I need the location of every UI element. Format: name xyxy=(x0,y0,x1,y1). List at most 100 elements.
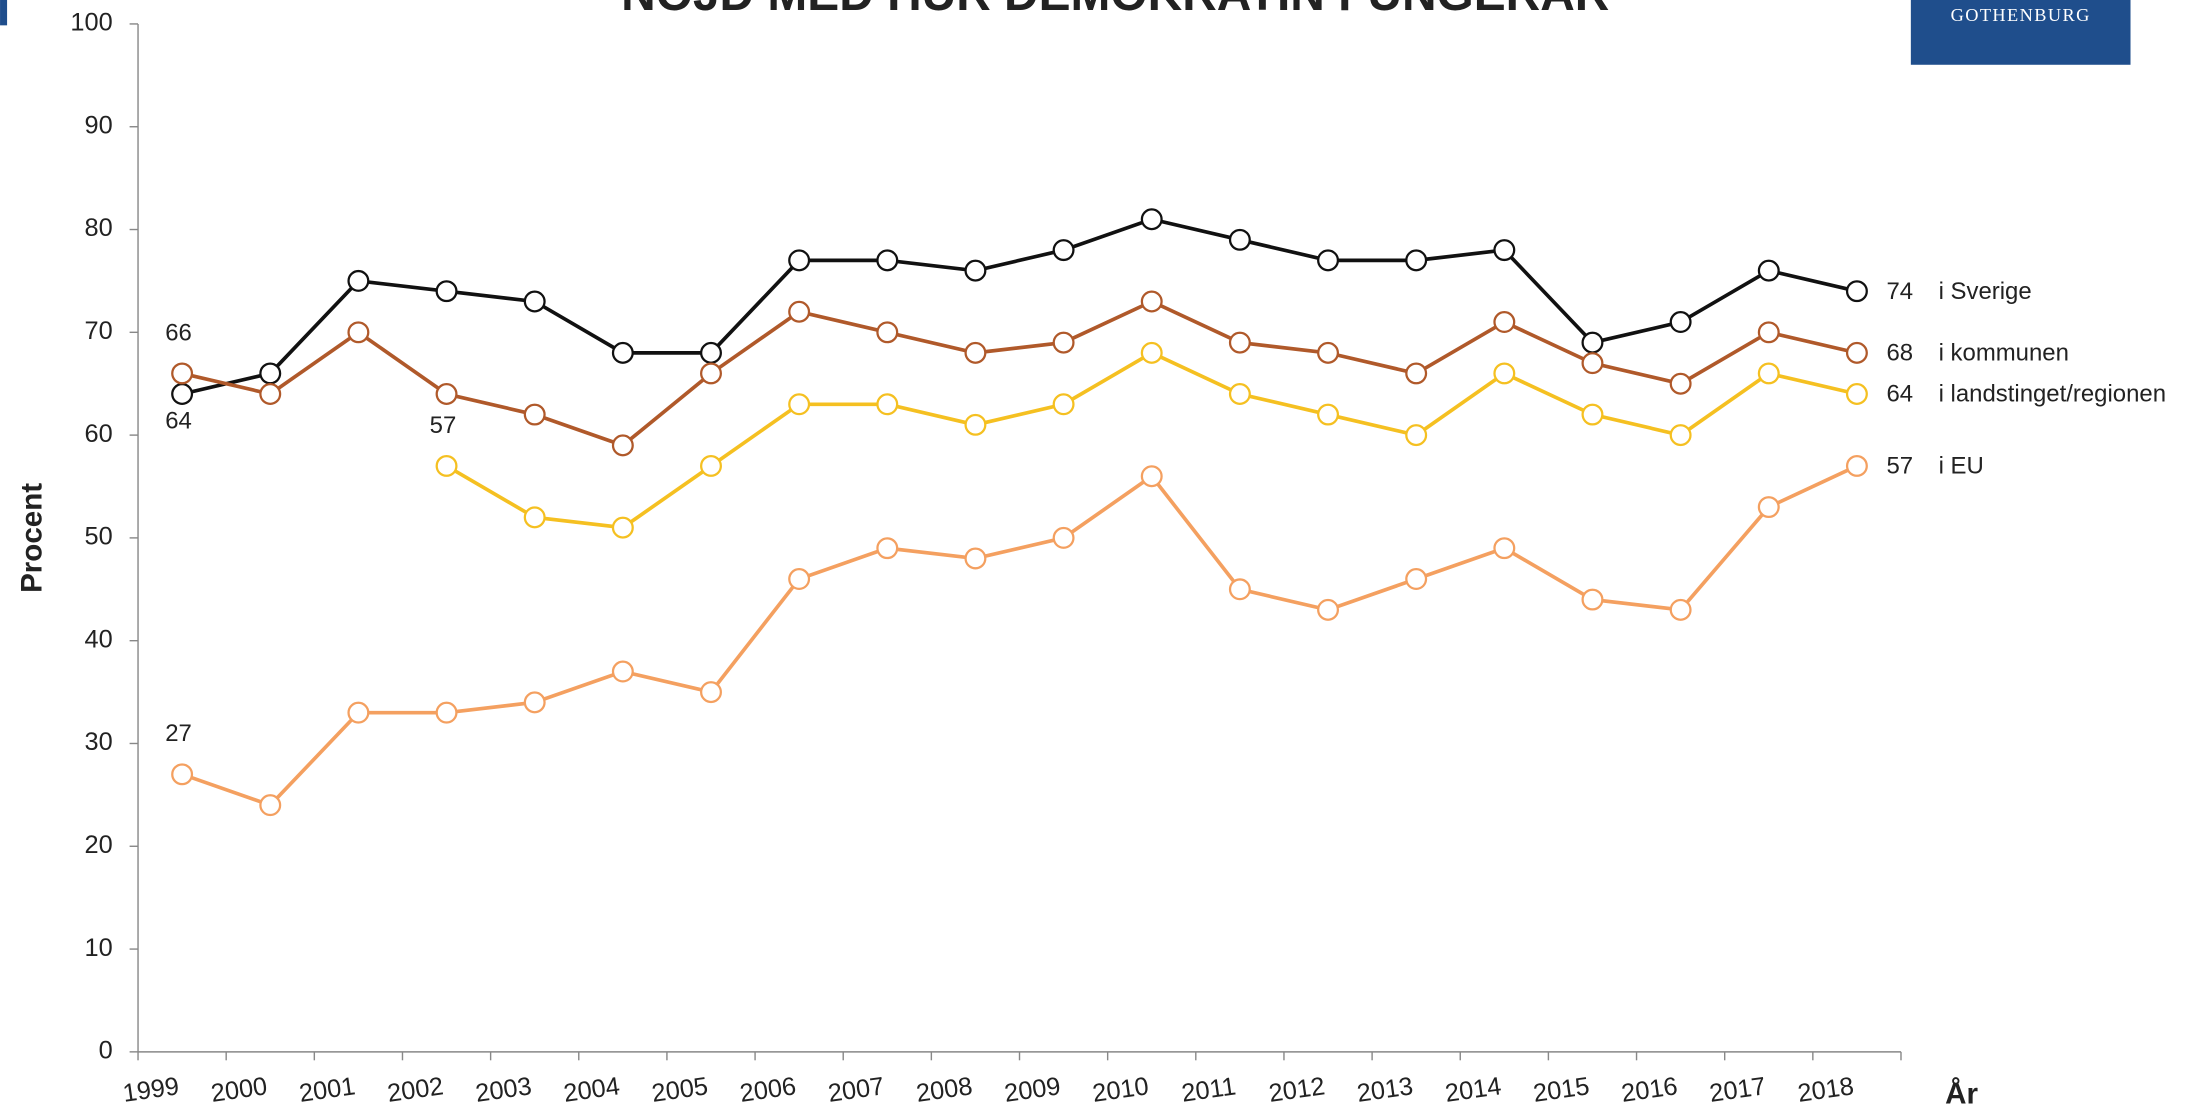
point xyxy=(964,547,987,570)
point xyxy=(1581,331,1604,354)
edge-mark xyxy=(0,0,8,26)
y-tick-label: 90 xyxy=(85,111,113,139)
point xyxy=(1405,362,1428,385)
point xyxy=(876,537,899,560)
point xyxy=(523,506,546,529)
point xyxy=(1757,362,1780,385)
point xyxy=(1052,239,1075,262)
point xyxy=(1493,311,1516,334)
point xyxy=(1845,383,1868,405)
point xyxy=(788,568,811,590)
x-tick-label: 2003 xyxy=(474,1072,534,1108)
start-value-label: 66 xyxy=(165,319,192,346)
point xyxy=(1317,598,1340,621)
point xyxy=(171,763,194,786)
y-tick-label: 60 xyxy=(85,420,113,448)
point xyxy=(1317,403,1340,426)
x-axis-label: År xyxy=(1945,1077,1978,1110)
x-tick-label: 2000 xyxy=(209,1072,269,1108)
x-tick-label: 2007 xyxy=(826,1072,886,1108)
point xyxy=(964,259,987,282)
point xyxy=(259,794,282,817)
x-tick-label: 2005 xyxy=(650,1072,710,1108)
end-value-label: 74 xyxy=(1886,278,1913,305)
end-value-label: 57 xyxy=(1886,453,1913,480)
point xyxy=(964,413,987,436)
x-tick-label: 2002 xyxy=(386,1072,446,1108)
point xyxy=(259,362,282,385)
x-tick-label: 2014 xyxy=(1443,1072,1503,1108)
x-tick-label: 2001 xyxy=(297,1072,357,1108)
y-tick-label: 30 xyxy=(85,728,113,756)
x-tick-label: 2006 xyxy=(738,1072,798,1108)
series-line xyxy=(181,464,1858,808)
point xyxy=(1669,311,1692,334)
point xyxy=(435,383,458,405)
start-value-label: 27 xyxy=(165,720,192,747)
x-tick-label: 2009 xyxy=(1003,1072,1063,1108)
y-tick-label: 100 xyxy=(70,9,112,37)
point xyxy=(1052,526,1075,549)
x-tick-label: 2017 xyxy=(1708,1072,1768,1108)
point xyxy=(1845,454,1868,477)
x-tick-label: 2011 xyxy=(1180,1072,1238,1107)
point xyxy=(1493,537,1516,560)
point xyxy=(1669,372,1692,395)
point xyxy=(1140,208,1163,231)
y-tick-label: 50 xyxy=(85,523,113,551)
y-tick-label: 20 xyxy=(85,831,113,859)
point xyxy=(523,290,546,313)
point xyxy=(876,321,899,344)
point xyxy=(876,249,899,272)
logo-box xyxy=(1910,0,2131,65)
point xyxy=(523,691,546,714)
point xyxy=(1581,588,1604,611)
point xyxy=(1228,331,1251,354)
point xyxy=(435,701,458,724)
x-tick-label: 2018 xyxy=(1796,1072,1856,1108)
point xyxy=(1757,321,1780,344)
point xyxy=(435,454,458,477)
point xyxy=(1317,249,1340,272)
point xyxy=(1228,383,1251,405)
chart-title: NÖJD MED HUR DEMOKRATIN FUNGERAR xyxy=(621,0,1609,21)
point xyxy=(788,393,811,416)
point xyxy=(171,362,194,385)
end-value-label: 68 xyxy=(1886,340,1913,367)
x-tick-label: 2008 xyxy=(914,1072,974,1108)
x-tick-label: 2016 xyxy=(1620,1072,1680,1108)
point xyxy=(1140,341,1163,364)
point xyxy=(611,660,634,683)
x-tick-label: 2012 xyxy=(1267,1072,1327,1108)
point xyxy=(1669,598,1692,621)
legend-label: i landstinget/regionen xyxy=(1939,381,2166,408)
series-line xyxy=(181,299,1858,448)
x-tick-label: 2015 xyxy=(1531,1072,1591,1108)
legend-label: i kommunen xyxy=(1939,340,2069,367)
y-tick-label: 80 xyxy=(85,214,113,242)
point xyxy=(1757,259,1780,282)
point xyxy=(1052,393,1075,416)
series-line xyxy=(181,217,1858,396)
end-value-label: 64 xyxy=(1886,381,1913,408)
point xyxy=(1493,239,1516,262)
point xyxy=(1493,362,1516,385)
point xyxy=(1581,352,1604,375)
point xyxy=(700,341,722,364)
point xyxy=(1317,341,1340,364)
y-tick-label: 0 xyxy=(99,1037,113,1065)
start-value-label: 57 xyxy=(430,412,457,439)
logo-text: GOTHENBURG xyxy=(1951,5,2091,25)
point xyxy=(788,249,811,272)
point xyxy=(700,681,722,704)
point xyxy=(435,280,458,303)
point xyxy=(1845,280,1868,303)
y-tick-label: 70 xyxy=(85,317,113,345)
point xyxy=(259,383,282,405)
point xyxy=(347,321,370,344)
x-tick-label: 1999 xyxy=(121,1072,181,1108)
point xyxy=(1757,496,1780,519)
point xyxy=(1052,331,1075,354)
point xyxy=(700,362,722,385)
